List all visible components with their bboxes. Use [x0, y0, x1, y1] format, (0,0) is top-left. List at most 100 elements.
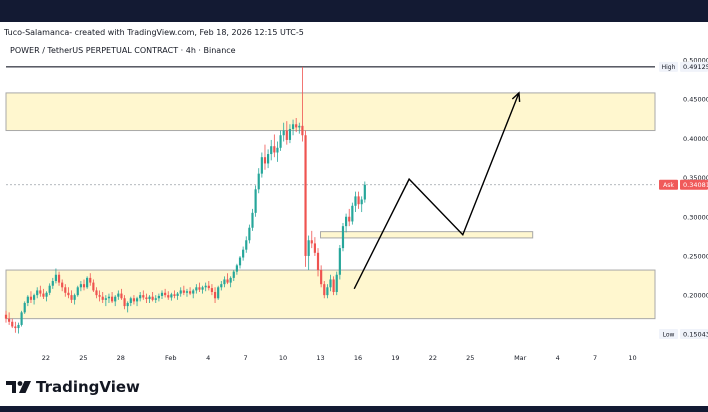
candle — [257, 173, 260, 190]
candle — [260, 157, 263, 174]
candle — [11, 321, 14, 327]
chart-attribution: Tuco-Salamanca- created with TradingView… — [4, 28, 304, 37]
candle — [36, 290, 39, 296]
tradingview-brand[interactable]: TradingView — [6, 378, 140, 396]
candle — [316, 252, 320, 271]
x-tick-label: 7 — [593, 354, 597, 362]
candle — [232, 271, 235, 278]
candle — [148, 296, 151, 300]
candle — [123, 298, 126, 307]
x-tick-label: 19 — [391, 354, 399, 362]
marker-tag-ask — [659, 179, 678, 190]
candle — [39, 290, 42, 294]
candle — [201, 287, 204, 290]
candle — [20, 312, 23, 325]
candle — [164, 292, 167, 296]
y-tick-label: 0.35000 — [683, 174, 708, 182]
candle — [332, 279, 335, 292]
candle — [217, 287, 220, 299]
candle — [213, 292, 217, 299]
candle — [345, 216, 348, 227]
x-tick-label: 7 — [244, 354, 248, 362]
candle — [92, 282, 95, 291]
candle — [198, 287, 201, 290]
marker-value-ask: 0.34081 — [683, 181, 708, 189]
candle — [323, 284, 326, 296]
candle — [117, 293, 120, 297]
candle — [126, 302, 129, 307]
candle — [220, 284, 223, 288]
candle — [313, 243, 316, 253]
candle — [95, 290, 98, 296]
candle — [357, 196, 360, 205]
candle — [295, 124, 298, 128]
price-chart[interactable]: 0.50000 0.45000 0.40000 0.35000 0.30000 0.250… — [0, 40, 708, 366]
candle — [104, 298, 107, 300]
y-tick-label: 0.40000 — [683, 135, 708, 143]
candle — [151, 296, 154, 300]
candle — [360, 199, 363, 205]
candle — [4, 314, 8, 319]
x-tick-label: 22 — [429, 354, 437, 362]
price-axis: 0.50000 0.45000 0.40000 0.35000 0.30000 0.250… — [683, 57, 708, 300]
marker-value-bg-ask — [680, 179, 708, 190]
top-frame-bar — [0, 0, 708, 22]
candle — [351, 205, 354, 222]
candle — [45, 292, 48, 297]
marker-tag-high — [659, 61, 678, 72]
candle — [89, 277, 92, 283]
candle — [132, 298, 136, 302]
candle — [176, 293, 179, 296]
candle — [114, 296, 117, 302]
x-tick-label: 4 — [206, 354, 210, 362]
bottom-frame-bar — [0, 406, 708, 412]
candle — [129, 298, 132, 303]
x-tick-label: Mar — [514, 354, 527, 362]
candle — [170, 294, 173, 298]
candle — [79, 284, 82, 288]
candle — [242, 249, 245, 258]
candle — [57, 274, 61, 283]
candle — [310, 240, 313, 244]
candle — [248, 227, 251, 241]
candle — [326, 287, 329, 296]
candle — [263, 157, 267, 164]
candle — [279, 135, 282, 148]
candle — [270, 146, 273, 155]
candle — [207, 285, 210, 289]
candle — [29, 296, 33, 300]
candle — [304, 135, 307, 256]
candle — [320, 270, 323, 285]
x-tick-label: 25 — [79, 354, 87, 362]
candle — [348, 216, 351, 222]
candle — [8, 318, 11, 322]
candle — [267, 154, 270, 164]
candle — [335, 274, 338, 292]
marker-tag-text-high: High — [662, 64, 676, 71]
candle — [54, 274, 58, 282]
candle — [120, 293, 123, 299]
marker-tag-text-ask: Ask — [663, 182, 674, 189]
projection-layer — [353, 91, 521, 290]
candle — [354, 196, 357, 206]
candle — [145, 297, 148, 300]
candle — [42, 293, 45, 297]
candle — [154, 298, 157, 300]
brand-name: TradingView — [36, 378, 140, 396]
candle — [76, 287, 79, 296]
candle — [285, 130, 288, 140]
candle — [61, 282, 64, 288]
marker-value-bg-low — [680, 328, 708, 339]
candle — [64, 287, 67, 293]
candle — [17, 324, 20, 329]
candle — [98, 295, 101, 297]
candle — [301, 125, 304, 136]
zones-layer — [5, 92, 656, 320]
candle — [160, 292, 164, 296]
candle — [73, 295, 76, 300]
candle — [188, 291, 192, 294]
x-tick-label: 22 — [42, 354, 50, 362]
marker-tag-text-low: Low — [663, 331, 675, 338]
marker-tag-low — [659, 328, 678, 339]
y-tick-label: 0.20000 — [683, 292, 708, 300]
